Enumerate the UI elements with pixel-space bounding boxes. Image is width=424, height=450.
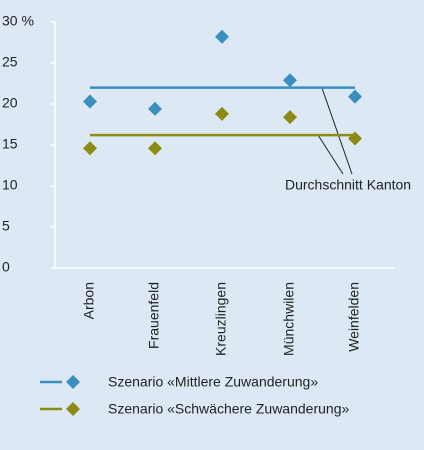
y-tick-label: 5 [2,218,10,234]
y-tick-label: 20 [2,95,18,111]
marker [283,73,297,88]
legend-marker [66,375,80,389]
y-tick-label: 0 [2,259,10,275]
marker [283,110,297,125]
marker [83,141,97,156]
x-tick-label: Weinfelden [346,282,362,352]
marker [148,141,162,156]
marker [348,131,362,146]
y-tick-label: 15 [2,136,18,152]
leader-line [321,87,353,175]
y-tick-label: 25 [2,54,18,70]
legend-label: Szenario «Mittlere Zuwanderung» [108,374,318,390]
marker [215,29,229,44]
marker [348,89,362,104]
y-tick-label: 30 % [2,13,34,29]
marker [215,106,229,121]
marker [83,94,97,109]
marker [148,101,162,116]
y-tick-label: 10 [2,177,18,193]
x-tick-label: Kreuzlingen [213,282,229,356]
x-tick-label: Münchwilen [281,282,297,356]
x-tick-label: Arbon [81,282,97,319]
annotation: Durchschnitt Kanton [285,177,411,193]
legend-marker [66,402,80,416]
x-tick-label: Frauenfeld [146,282,162,349]
legend-label: Szenario «Schwächere Zuwanderung» [108,401,349,417]
leader-line [317,134,344,175]
